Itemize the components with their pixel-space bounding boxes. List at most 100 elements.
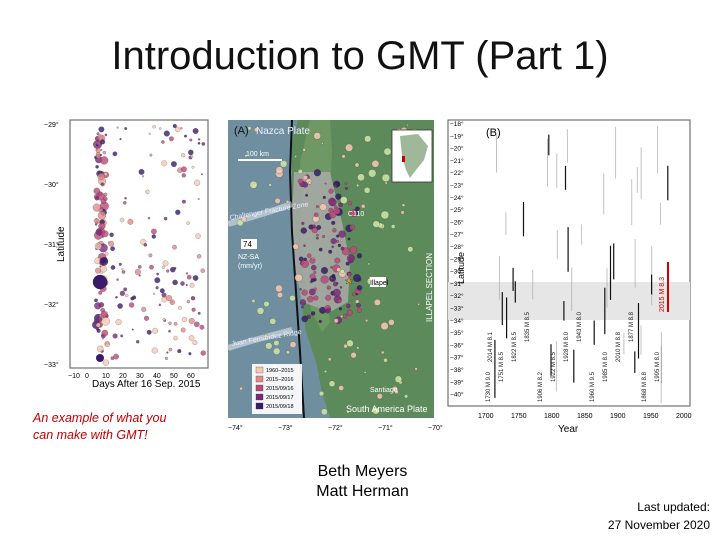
map-point xyxy=(347,272,352,277)
scatter-point xyxy=(175,209,181,215)
scatter-point xyxy=(96,322,101,328)
scatter-point xyxy=(109,232,114,238)
map-point xyxy=(298,256,304,262)
scatter-point xyxy=(101,182,104,186)
map-point xyxy=(299,288,302,291)
scatter-point xyxy=(189,138,193,142)
scatter-point xyxy=(172,279,178,286)
map-point xyxy=(292,243,299,250)
scatter-point xyxy=(166,269,170,273)
map-point xyxy=(338,202,343,207)
scatter-point xyxy=(119,290,126,296)
map-point xyxy=(364,187,371,194)
scatter-point xyxy=(190,155,194,158)
timeline-y-tick: −34° xyxy=(450,317,464,325)
scatter-point xyxy=(97,134,104,141)
city-label-2: Santiago xyxy=(370,387,398,394)
map-point xyxy=(286,350,290,355)
event-label: 1943 M 8.0 xyxy=(577,311,583,342)
scatter-point xyxy=(113,353,119,360)
map-point xyxy=(356,307,362,313)
map-point xyxy=(361,204,366,209)
map-point xyxy=(346,410,350,414)
scatter-point xyxy=(96,354,104,362)
scatter-point xyxy=(200,268,205,273)
scatter-point xyxy=(178,305,182,310)
map-point xyxy=(331,245,334,248)
map-point xyxy=(356,302,361,308)
map-point xyxy=(328,188,334,194)
scatter-point xyxy=(143,243,148,247)
map-point xyxy=(265,342,273,350)
map-point xyxy=(319,203,327,211)
map-point xyxy=(301,289,308,296)
map-point xyxy=(321,142,324,145)
scatter-point xyxy=(124,127,128,130)
map-point xyxy=(294,273,303,282)
map-panel: (A) Nazca Plate 100 km Challenger Fractu… xyxy=(227,119,443,432)
scatter-point xyxy=(197,197,200,200)
scatter-point xyxy=(93,187,101,195)
map-point xyxy=(365,319,369,323)
rate-box xyxy=(241,239,257,249)
map-point xyxy=(275,166,284,174)
map-point xyxy=(376,393,383,400)
scatter-point xyxy=(161,140,165,144)
timeline-x-tick: 1750 xyxy=(511,413,527,420)
map-x-ticks: −74° −73° −72° −71° −70° xyxy=(228,424,443,432)
map-point xyxy=(339,269,345,274)
scatter-point xyxy=(138,274,141,277)
map-point xyxy=(320,408,328,416)
scatter-point xyxy=(146,329,152,335)
scatter-point xyxy=(132,295,137,300)
scatter-point xyxy=(100,311,108,318)
scatter-point xyxy=(168,321,172,325)
timeline-y-tick: −30° xyxy=(450,268,464,276)
timeline-y-ticks: −18° −19° −20° −21° −22° −23° −24° −25° −26° −27°… xyxy=(450,120,464,399)
map-point xyxy=(345,143,354,152)
scatter-point xyxy=(174,126,181,133)
scatter-point xyxy=(97,345,104,353)
map-point xyxy=(251,299,256,303)
scatter-point xyxy=(100,148,103,151)
scatter-y-tick: −29° xyxy=(44,121,59,129)
scatter-point xyxy=(170,266,176,273)
inset-continent xyxy=(400,134,428,178)
map-point xyxy=(388,319,395,326)
map-point xyxy=(355,206,360,212)
event-label: 1751 M 8.5 xyxy=(499,351,505,382)
map-point xyxy=(347,237,351,241)
map-point xyxy=(338,385,344,391)
scatter-point xyxy=(121,268,124,271)
scatter-point xyxy=(180,281,185,286)
scatter-point xyxy=(110,246,115,252)
scatter-x-tick: −10 xyxy=(68,373,80,380)
map-point xyxy=(331,274,336,278)
scatter-x-ticks: −10 0 10 20 30 40 50 60 xyxy=(68,373,195,380)
scatter-point xyxy=(124,196,127,200)
scatter-point xyxy=(188,352,192,356)
map-point xyxy=(414,367,418,371)
scatter-point xyxy=(104,133,108,137)
scatter-point xyxy=(181,173,186,178)
map-point xyxy=(239,386,243,391)
scatter-point xyxy=(162,260,169,267)
research-figure: −29° −30° −31° −32° −33° −10 0 10 20 30 40 50 60 Da… xyxy=(44,119,692,434)
scatter-point xyxy=(148,132,151,135)
legend-label: 2015–2016 xyxy=(266,377,294,383)
scatter-y-tick: −31° xyxy=(44,241,59,249)
scatter-point xyxy=(163,130,170,137)
scatter-point xyxy=(180,127,183,130)
scatter-point xyxy=(166,351,169,354)
scatter-y-axis-label: Latitude xyxy=(56,226,67,262)
timeline-y-axis-label: Latitude xyxy=(456,252,466,284)
scatter-point xyxy=(134,269,141,276)
scatter-point xyxy=(191,307,196,312)
ridge-line xyxy=(227,327,293,351)
timeline-x-axis-label: Year xyxy=(558,424,579,434)
map-point xyxy=(340,239,343,242)
panel-b-label: (B) xyxy=(486,127,501,139)
scatter-point xyxy=(173,322,178,326)
event-label: 1928 M 8.0 xyxy=(564,331,570,362)
map-point xyxy=(342,314,347,319)
